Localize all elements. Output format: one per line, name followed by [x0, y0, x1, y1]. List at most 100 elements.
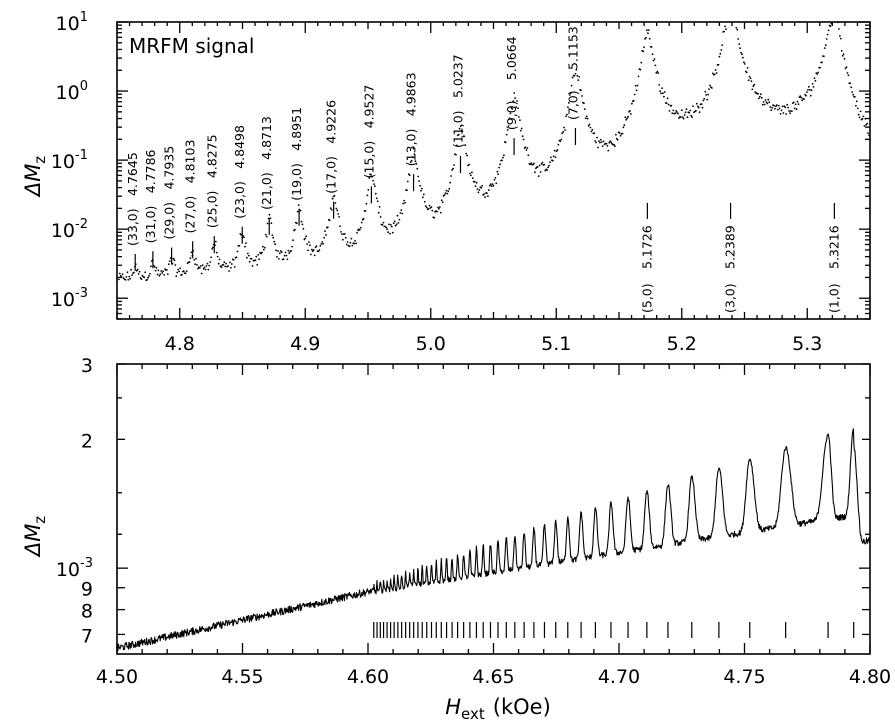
signal-point: [547, 166, 549, 169]
y-tick-label: 7: [81, 625, 93, 647]
signal-point: [307, 249, 309, 252]
signal-point: [463, 135, 466, 138]
signal-point: [447, 190, 450, 193]
signal-point: [215, 251, 218, 254]
signal-point: [492, 184, 495, 187]
signal-point: [372, 179, 374, 182]
signal-point: [563, 126, 565, 129]
signal-point: [795, 108, 798, 111]
signal-point: [354, 240, 356, 242]
signal-point: [295, 222, 298, 225]
peak-mode-label: (15,0): [361, 141, 376, 179]
signal-point: [314, 246, 317, 249]
signal-point: [577, 79, 580, 81]
signal-point: [285, 254, 288, 257]
signal-point: [349, 241, 352, 244]
signal-point: [147, 276, 150, 279]
signal-point: [784, 106, 787, 109]
peak-mode-label: (7,0): [565, 90, 580, 120]
signal-point: [487, 189, 490, 192]
signal-point: [206, 262, 209, 265]
signal-point: [157, 269, 160, 272]
signal-point: [355, 242, 357, 245]
signal-point: [166, 273, 169, 275]
peak-field-label: 4.7645: [125, 152, 140, 196]
signal-point: [519, 129, 522, 132]
peak-field-label: 4.8103: [183, 140, 198, 184]
signal-point: [711, 72, 714, 75]
signal-point: [399, 212, 402, 214]
signal-point: [677, 112, 679, 115]
signal-point: [468, 163, 470, 166]
signal-point: [202, 267, 205, 270]
signal-point: [133, 271, 135, 274]
signal-point: [168, 260, 171, 262]
signal-point: [585, 115, 588, 118]
signal-point: [838, 28, 840, 30]
signal-point: [821, 61, 823, 64]
signal-point: [452, 167, 454, 170]
signal-point: [438, 206, 441, 208]
signal-point: [274, 243, 276, 246]
peak-mode-label: (29,0): [162, 202, 177, 240]
signal-point: [478, 189, 481, 191]
signal-point: [256, 264, 259, 266]
signal-point: [440, 199, 443, 202]
signal-point: [622, 126, 625, 129]
signal-point: [469, 172, 471, 175]
signal-point: [602, 140, 605, 143]
signal-point: [412, 147, 415, 150]
signal-point: [445, 189, 448, 192]
peak-mode-label: (23,0): [232, 181, 247, 219]
signal-point: [144, 271, 147, 274]
signal-point: [684, 111, 687, 114]
signal-point: [422, 193, 425, 196]
signal-point: [229, 261, 231, 264]
signal-point: [517, 107, 519, 110]
signal-point: [127, 278, 130, 281]
signal-point: [156, 273, 159, 276]
signal-point: [313, 254, 316, 257]
peak-field-label: 5.0664: [504, 36, 519, 80]
signal-point: [403, 199, 405, 202]
signal-point: [497, 173, 500, 176]
signal-point: [195, 257, 198, 260]
signal-point: [263, 246, 266, 249]
signal-point: [243, 236, 246, 239]
signal-point: [483, 193, 485, 195]
signal-point: [402, 202, 404, 205]
field-sweep-trace: [116, 428, 871, 651]
signal-point: [736, 28, 739, 31]
peak-field-label: 4.8275: [204, 134, 219, 178]
signal-point: [668, 110, 671, 112]
signal-point: [827, 29, 830, 32]
signal-point: [425, 206, 428, 209]
signal-point: [203, 266, 206, 269]
signal-point: [505, 133, 508, 136]
signal-point: [632, 99, 635, 102]
signal-point: [238, 244, 241, 247]
signal-point: [309, 244, 311, 247]
signal-point: [484, 196, 486, 199]
peak-annotation: (9,0) 5.0664: [504, 36, 519, 130]
signal-point: [322, 242, 324, 245]
signal-point: [409, 161, 412, 164]
signal-point: [200, 272, 203, 275]
x-tick-label: 4.55: [221, 666, 263, 688]
signal-point: [823, 47, 826, 49]
signal-point: [666, 97, 669, 100]
signal-point: [128, 275, 131, 278]
signal-point: [750, 80, 753, 83]
x-tick-label: 4.75: [723, 666, 765, 688]
signal-point: [344, 236, 347, 239]
signal-point: [300, 220, 303, 223]
signal-point: [861, 117, 864, 120]
signal-point: [320, 243, 323, 245]
signal-point: [695, 109, 697, 112]
signal-point: [681, 116, 684, 118]
peak-field-label: 4.7786: [143, 149, 158, 193]
signal-point: [849, 82, 852, 84]
signal-point: [626, 117, 629, 120]
